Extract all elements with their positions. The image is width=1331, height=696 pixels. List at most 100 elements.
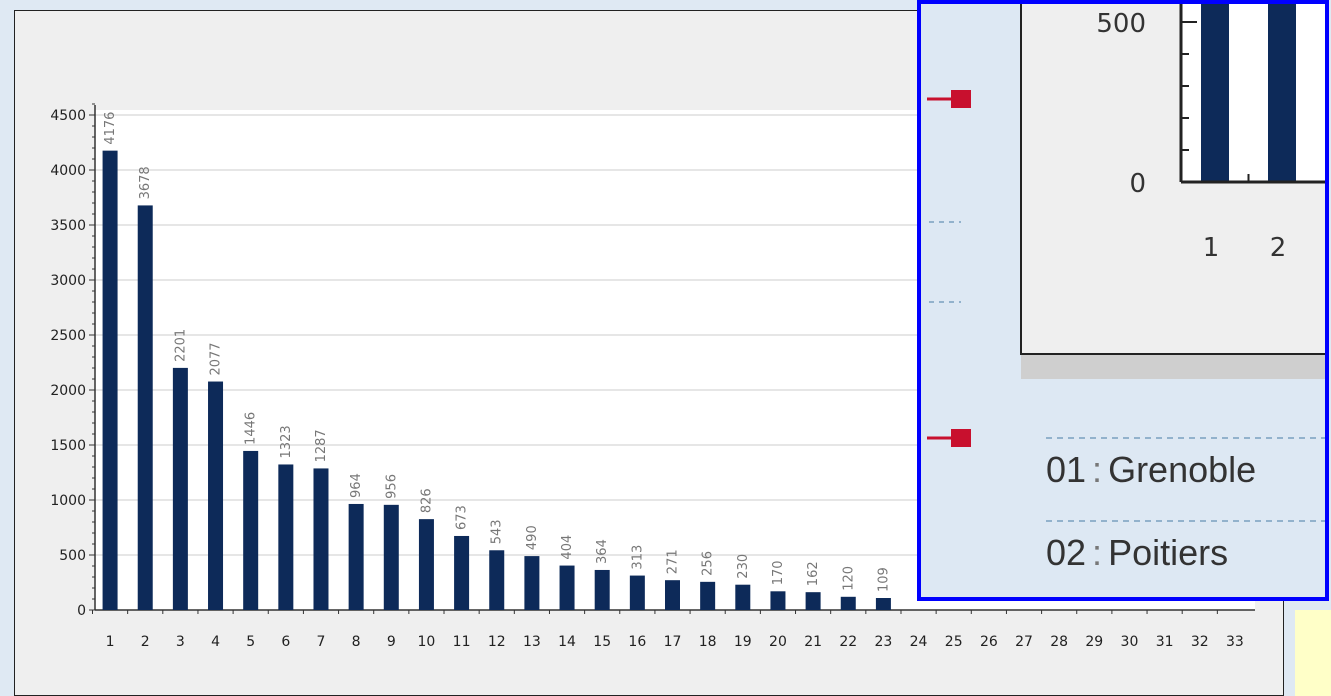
x-tick-label: 14 xyxy=(558,634,576,650)
x-tick-label: 5 xyxy=(246,634,255,650)
x-tick-label: 29 xyxy=(1085,634,1103,650)
data-label: 120 xyxy=(841,566,856,591)
data-label: 964 xyxy=(349,473,364,498)
bar xyxy=(418,519,434,610)
data-label: 4176 xyxy=(103,112,118,145)
x-tick-label: 22 xyxy=(839,634,857,650)
x-tick-label: 2 xyxy=(1270,233,1287,263)
y-tick-label: 4000 xyxy=(50,163,86,179)
bar xyxy=(348,503,364,610)
bar xyxy=(1201,4,1229,182)
marker-icon xyxy=(927,90,971,108)
x-tick-label: 4 xyxy=(211,634,220,650)
x-tick-label: 26 xyxy=(980,634,998,650)
x-tick-label: 18 xyxy=(699,634,717,650)
y-axis: 0 500 1000 1500 2000 2500 3000 3500 4000 4500 xyxy=(50,103,96,619)
marker-icon xyxy=(927,429,971,447)
data-label: 2201 xyxy=(173,329,188,362)
bar xyxy=(454,535,470,610)
x-tick-label: 25 xyxy=(945,634,963,650)
y-tick-label: 500 xyxy=(1096,9,1146,39)
data-label: 1446 xyxy=(244,412,259,445)
bar xyxy=(665,580,680,610)
inset-axes: 500 0 1 2 xyxy=(1096,4,1325,263)
bar xyxy=(875,598,891,610)
legend-item: 02: Poitiers xyxy=(1046,532,1228,574)
y-tick-label: 0 xyxy=(1129,169,1146,199)
data-label: 256 xyxy=(701,551,716,576)
zoom-inset-chart: 500 0 1 2 xyxy=(927,4,1325,522)
x-tick-label: 32 xyxy=(1191,634,1209,650)
data-label: 826 xyxy=(419,488,434,513)
data-label: 543 xyxy=(490,519,505,544)
x-tick-label: 23 xyxy=(874,634,892,650)
y-tick-label: 3000 xyxy=(50,273,86,289)
x-tick-label: 27 xyxy=(1015,634,1033,650)
data-label: 490 xyxy=(525,525,540,550)
bar xyxy=(102,150,118,610)
data-label: 364 xyxy=(595,539,610,564)
data-label: 271 xyxy=(666,549,681,574)
x-tick-label: 11 xyxy=(453,634,471,650)
x-tick-label: 3 xyxy=(176,634,185,650)
x-axis: 1 2 3 4 5 6 7 8 9 10 11 12 13 14 15 16 17 18 19 20 21 22 23 24 2… xyxy=(92,609,1255,650)
data-label: 230 xyxy=(736,554,751,579)
bar xyxy=(172,367,188,610)
bar xyxy=(137,205,153,611)
y-tick-label: 2000 xyxy=(50,383,86,399)
y-tick-label: 0 xyxy=(77,603,86,619)
x-tick-label: 28 xyxy=(1050,634,1068,650)
y-tick-label: 4500 xyxy=(50,108,86,124)
x-tick-label: 16 xyxy=(628,634,646,650)
data-labels: 4176 3678 2201 2077 1446 1323 1287 964 956 826 673… xyxy=(103,112,891,592)
bar xyxy=(559,565,575,610)
data-label: 3678 xyxy=(138,166,153,199)
data-label: 404 xyxy=(560,535,575,560)
y-tick-label: 2500 xyxy=(50,328,86,344)
y-tick-label: 1000 xyxy=(50,493,86,509)
x-tick-label: 6 xyxy=(281,634,290,650)
y-tick-label: 500 xyxy=(59,548,86,564)
zoom-inset: 500 0 1 2 01: Grenoble 02: Poitiers xyxy=(917,0,1329,601)
legend-name: Poitiers xyxy=(1108,532,1229,573)
legend-item: 01: Grenoble xyxy=(1046,449,1256,491)
x-tick-label: 8 xyxy=(352,634,361,650)
x-tick-label: 20 xyxy=(769,634,787,650)
legend-separator: : xyxy=(1092,532,1103,573)
data-label: 162 xyxy=(806,561,821,586)
x-tick-label: 15 xyxy=(593,634,611,650)
bar xyxy=(208,381,224,610)
x-tick-label: 30 xyxy=(1121,634,1139,650)
bar xyxy=(524,556,540,610)
bar xyxy=(805,592,821,610)
x-tick-label: 7 xyxy=(317,634,326,650)
legend-name: Grenoble xyxy=(1108,449,1257,490)
x-tick-label: 2 xyxy=(141,634,150,650)
x-tick-label: 9 xyxy=(387,634,396,650)
bar xyxy=(770,591,786,610)
bar xyxy=(313,468,329,610)
bar xyxy=(383,504,399,610)
x-tick-label: 12 xyxy=(488,634,506,650)
bar xyxy=(243,450,259,610)
data-label: 313 xyxy=(630,545,645,570)
bar xyxy=(735,584,751,610)
x-tick-label: 10 xyxy=(418,634,436,650)
legend-separator: : xyxy=(1092,449,1103,490)
data-label: 673 xyxy=(455,505,470,530)
bar xyxy=(594,569,610,610)
bar-series xyxy=(102,150,891,611)
x-tick-label: 31 xyxy=(1156,634,1174,650)
data-label: 956 xyxy=(384,474,399,499)
x-tick-label: 17 xyxy=(664,634,682,650)
data-label: 170 xyxy=(771,560,786,585)
data-label: 1287 xyxy=(314,429,329,462)
x-tick-label: 19 xyxy=(734,634,752,650)
x-tick-label: 13 xyxy=(523,634,541,650)
y-tick-label: 3500 xyxy=(50,218,86,234)
data-label: 2077 xyxy=(209,342,224,375)
data-label: 109 xyxy=(876,567,891,592)
x-tick-label: 1 xyxy=(1203,233,1220,263)
bar xyxy=(1268,4,1296,182)
